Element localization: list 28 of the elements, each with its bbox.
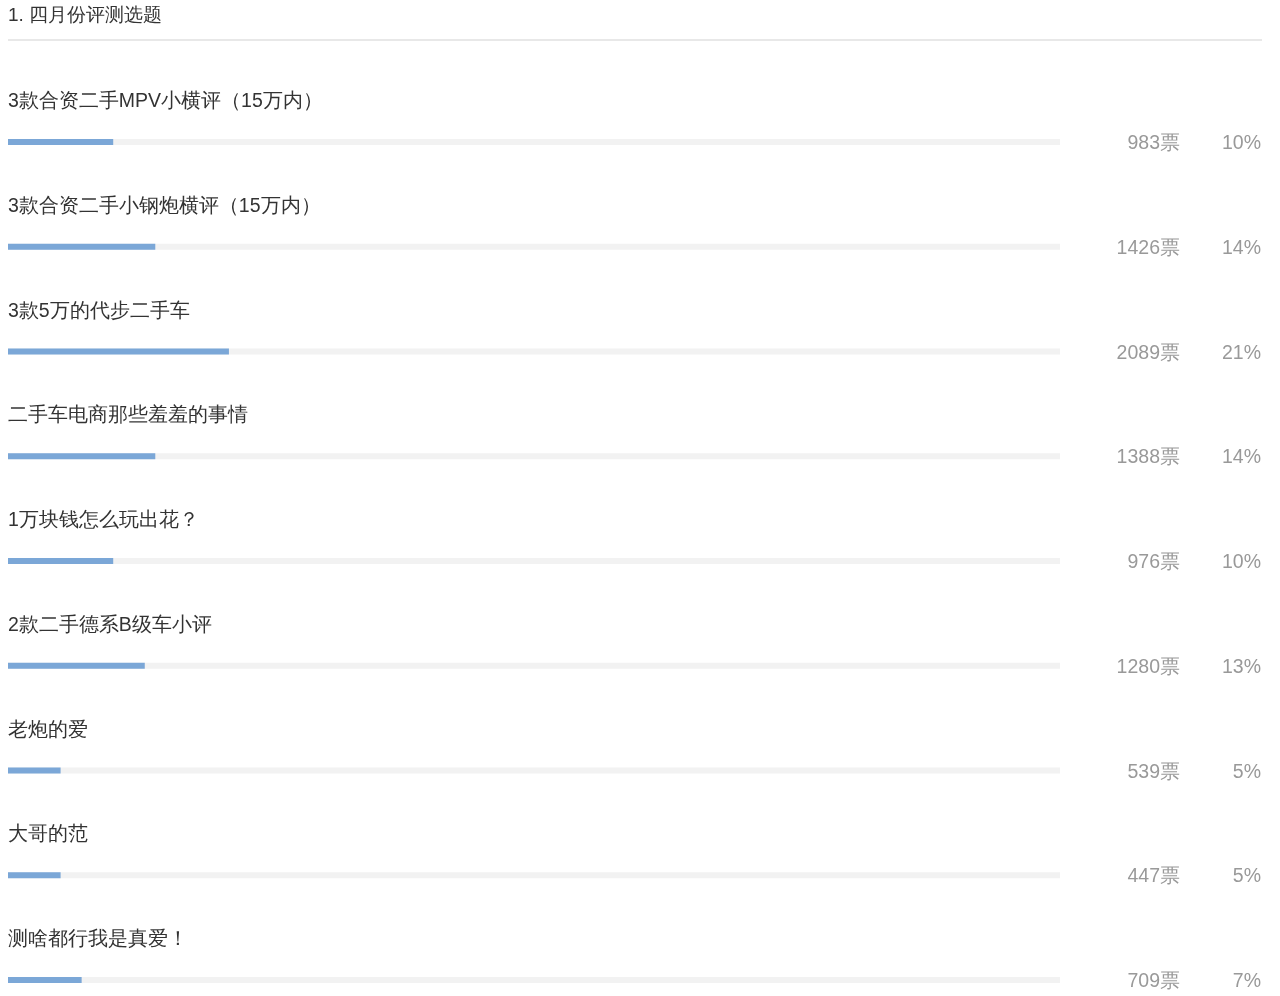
- value-label: 14%: [1221, 235, 1261, 258]
- category-label: 3款合资二手小钢炮横评（15万内）: [8, 193, 321, 216]
- category-label: 测啥都行我是真爱！: [8, 927, 188, 949]
- annotation: 2089票: [1116, 340, 1180, 363]
- annotation: 1280票: [1116, 654, 1180, 677]
- category-label: 2款二手德系B级车小评: [8, 612, 212, 635]
- annotation: 1426票: [1116, 235, 1180, 258]
- category-label: 大哥的范: [8, 822, 88, 845]
- category-label: 二手车电商那些羞羞的事情: [8, 403, 248, 426]
- value-label: 10%: [1221, 550, 1261, 572]
- annotation: 976票: [1127, 550, 1180, 572]
- category-label: 1万块钱怎么玩出花？: [8, 508, 199, 530]
- annotation: 447票: [1127, 864, 1180, 887]
- category-label: 3款合资二手MPV小横评（15万内）: [8, 89, 323, 111]
- value-label: 10%: [1221, 131, 1261, 153]
- value-label: 13%: [1221, 654, 1261, 677]
- annotation: 983票: [1127, 131, 1180, 153]
- value-label: 5%: [1232, 759, 1261, 782]
- category-label: 老炮的爱: [8, 717, 88, 740]
- title: 1. 四月份评测选题: [8, 4, 163, 25]
- annotation: 1388票: [1116, 445, 1180, 468]
- value-label: 5%: [1232, 864, 1261, 887]
- annotation: 709票: [1127, 969, 1180, 991]
- category-label: 3款5万的代步二手车: [8, 298, 190, 321]
- annotation: 539票: [1127, 759, 1180, 782]
- value-label: 14%: [1221, 445, 1261, 468]
- value-label: 21%: [1221, 340, 1261, 363]
- value-label: 7%: [1232, 969, 1261, 991]
